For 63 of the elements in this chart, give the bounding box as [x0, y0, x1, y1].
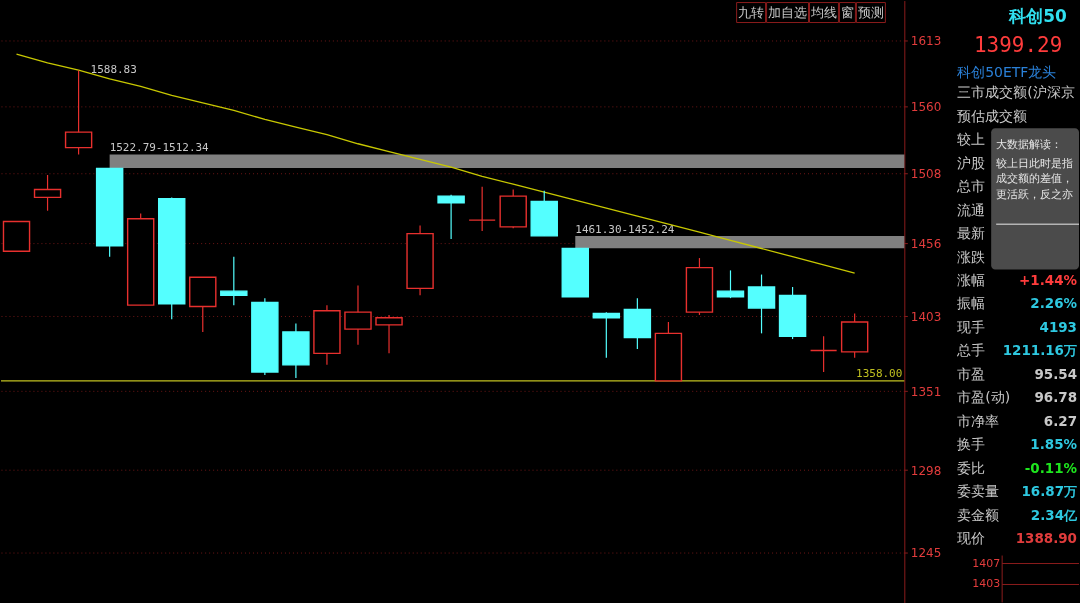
- category-label: 现手: [957, 318, 986, 335]
- text: 1403: [972, 577, 1001, 591]
- y-tick-label: 1560: [910, 100, 942, 115]
- y-tick-label: 1508: [910, 167, 942, 182]
- ref-line-label: 1358.00: [856, 366, 903, 380]
- annotation: 1588.83: [90, 63, 137, 77]
- text: 16.87万: [1021, 483, 1078, 500]
- category-label: 总手: [956, 342, 986, 359]
- candlestick: [809, 335, 838, 373]
- y-tick-label: 1403: [910, 309, 942, 324]
- category-label: 总市: [956, 178, 986, 195]
- text: 1211.16万: [1002, 342, 1078, 359]
- text: 2.34亿: [1030, 506, 1078, 523]
- y-tick-label: 1456: [910, 236, 942, 251]
- candlestick: [220, 256, 248, 306]
- y-tick-label: 1613: [910, 34, 942, 49]
- text: 大数据解读：: [996, 137, 1063, 152]
- text: -0.11%: [1024, 459, 1078, 476]
- text: 1399.29: [973, 33, 1063, 58]
- text: 较上日此时是指: [996, 155, 1074, 170]
- text: 4193: [1039, 318, 1078, 335]
- text: 2.26%: [1030, 295, 1078, 312]
- category-label: 涨幅: [957, 272, 986, 289]
- y-tick-label: 1298: [910, 463, 942, 478]
- category-label: 换手: [957, 436, 986, 453]
- band-label: 1522.79-1512.34: [109, 141, 210, 155]
- category-label: 市盈: [957, 365, 986, 382]
- text: 96.78: [1034, 389, 1078, 406]
- category-label: 三市成交额(沪深京: [957, 84, 1075, 101]
- y-tick-label: 1245: [910, 546, 942, 561]
- category-label: 市盈(动): [957, 389, 1011, 406]
- text: 更活跃，反之亦: [996, 186, 1074, 201]
- category-label: 沪股: [957, 154, 986, 171]
- category-label: 最新: [957, 225, 986, 242]
- text: 科创50ETF龙头: [957, 64, 1057, 81]
- category-label: 振幅: [957, 295, 986, 312]
- category-label: 较上: [957, 131, 986, 148]
- text: 95.54: [1034, 365, 1078, 382]
- category-label: 现价: [957, 530, 986, 547]
- annotation: 预测: [857, 5, 884, 21]
- y-tick-label: 1351: [910, 384, 942, 399]
- category-label: 涨跌: [957, 248, 986, 265]
- category-label: 流通: [957, 201, 986, 218]
- category-label: 委卖量: [957, 483, 1000, 500]
- line-series: [15, 53, 856, 274]
- category-label: 卖金额: [957, 506, 1000, 523]
- category-label: 委比: [957, 459, 986, 476]
- text: +1.44%: [1018, 272, 1078, 289]
- candlestick: [468, 186, 496, 232]
- category-label: 市净率: [957, 412, 1000, 429]
- text: 1407: [972, 556, 1001, 570]
- annotation: 窗: [840, 5, 854, 21]
- text: 科创50: [1008, 5, 1067, 26]
- text: 1.85%: [1030, 436, 1078, 453]
- annotation: 九转: [738, 5, 765, 21]
- text: 成交额的差值，: [996, 171, 1074, 186]
- band-label: 1461.30-1452.24: [575, 222, 675, 236]
- candlestick: [716, 269, 745, 299]
- text: 6.27: [1043, 412, 1078, 429]
- category-label: 预估成交额: [957, 107, 1028, 124]
- annotation: 加自选: [768, 5, 808, 21]
- text: 1388.90: [1015, 530, 1078, 547]
- annotation: 均线: [809, 5, 837, 21]
